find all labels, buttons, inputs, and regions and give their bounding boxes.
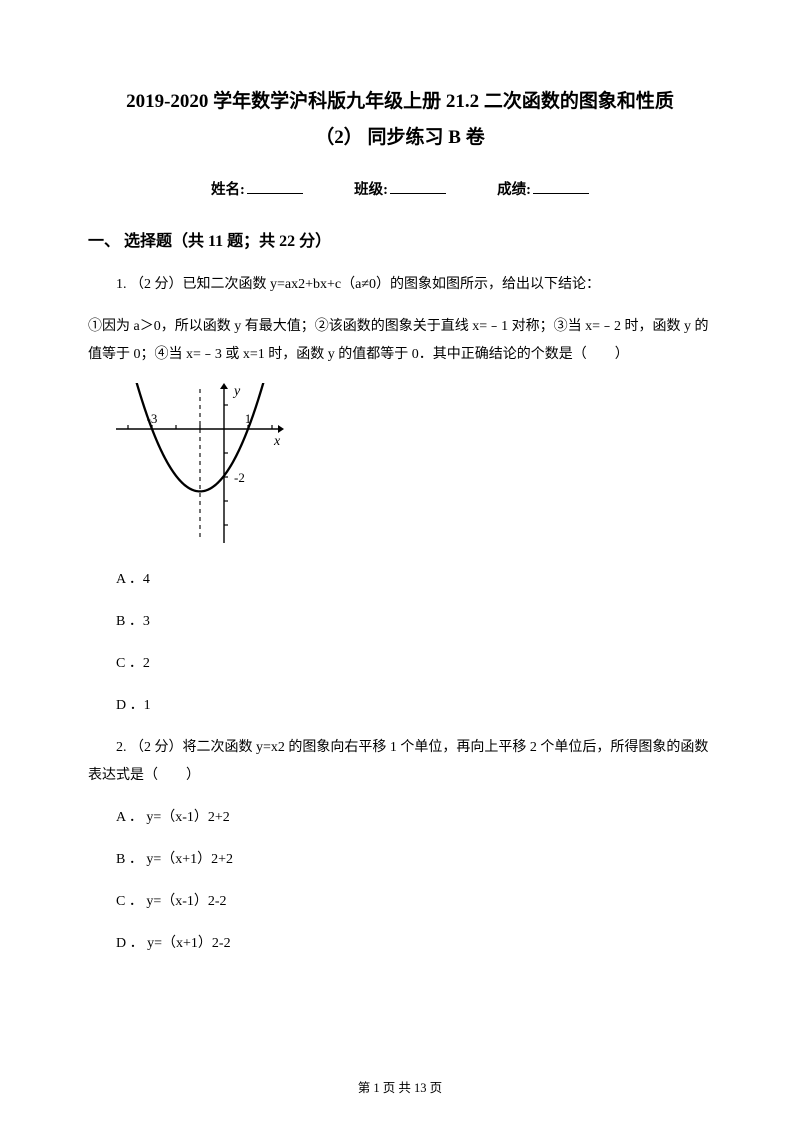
title-line-1: 2019-2020 学年数学沪科版九年级上册 21.2 二次函数的图象和性质 bbox=[88, 84, 712, 120]
q1-body: ①因为 a＞0，所以函数 y 有最大值；②该函数的图象关于直线 x=﹣1 对称；… bbox=[88, 313, 712, 369]
score-label: 成绩: bbox=[497, 182, 531, 198]
q1-choice-b: B ．3 bbox=[88, 608, 712, 636]
class-label: 班级: bbox=[354, 182, 388, 198]
svg-text:-2: -2 bbox=[234, 470, 245, 485]
q1-graph: -31-2yx bbox=[116, 383, 712, 548]
q2-stem: 2. （2 分）将二次函数 y=x2 的图象向右平移 1 个单位，再向上平移 2… bbox=[88, 734, 712, 790]
q2-choice-a: A ． y=（x-1）2+2 bbox=[88, 804, 712, 832]
q1-choice-d: D ．1 bbox=[88, 692, 712, 720]
svg-text:y: y bbox=[232, 384, 241, 399]
parabola-chart: -31-2yx bbox=[116, 383, 284, 543]
score-blank[interactable] bbox=[533, 180, 589, 194]
page-footer: 第 1 页 共 13 页 bbox=[0, 1077, 800, 1096]
q1-stem: 1. （2 分）已知二次函数 y=ax2+bx+c（a≠0）的图象如图所示，给出… bbox=[88, 271, 712, 299]
q1-choice-c: C ．2 bbox=[88, 650, 712, 678]
q1-choice-a: A ．4 bbox=[88, 566, 712, 594]
q2-choice-c: C ． y=（x-1）2-2 bbox=[88, 888, 712, 916]
name-blank[interactable] bbox=[247, 180, 303, 194]
class-blank[interactable] bbox=[390, 180, 446, 194]
q2-choice-b: B ． y=（x+1）2+2 bbox=[88, 846, 712, 874]
svg-text:x: x bbox=[273, 434, 281, 449]
name-label: 姓名: bbox=[211, 182, 245, 198]
byline: 姓名: 班级: 成绩: bbox=[88, 178, 712, 199]
title-line-2: （2） 同步练习 B 卷 bbox=[88, 120, 712, 156]
q2-choice-d: D ． y=（x+1）2-2 bbox=[88, 930, 712, 958]
section-1-heading: 一、 选择题（共 11 题；共 22 分） bbox=[88, 227, 712, 251]
